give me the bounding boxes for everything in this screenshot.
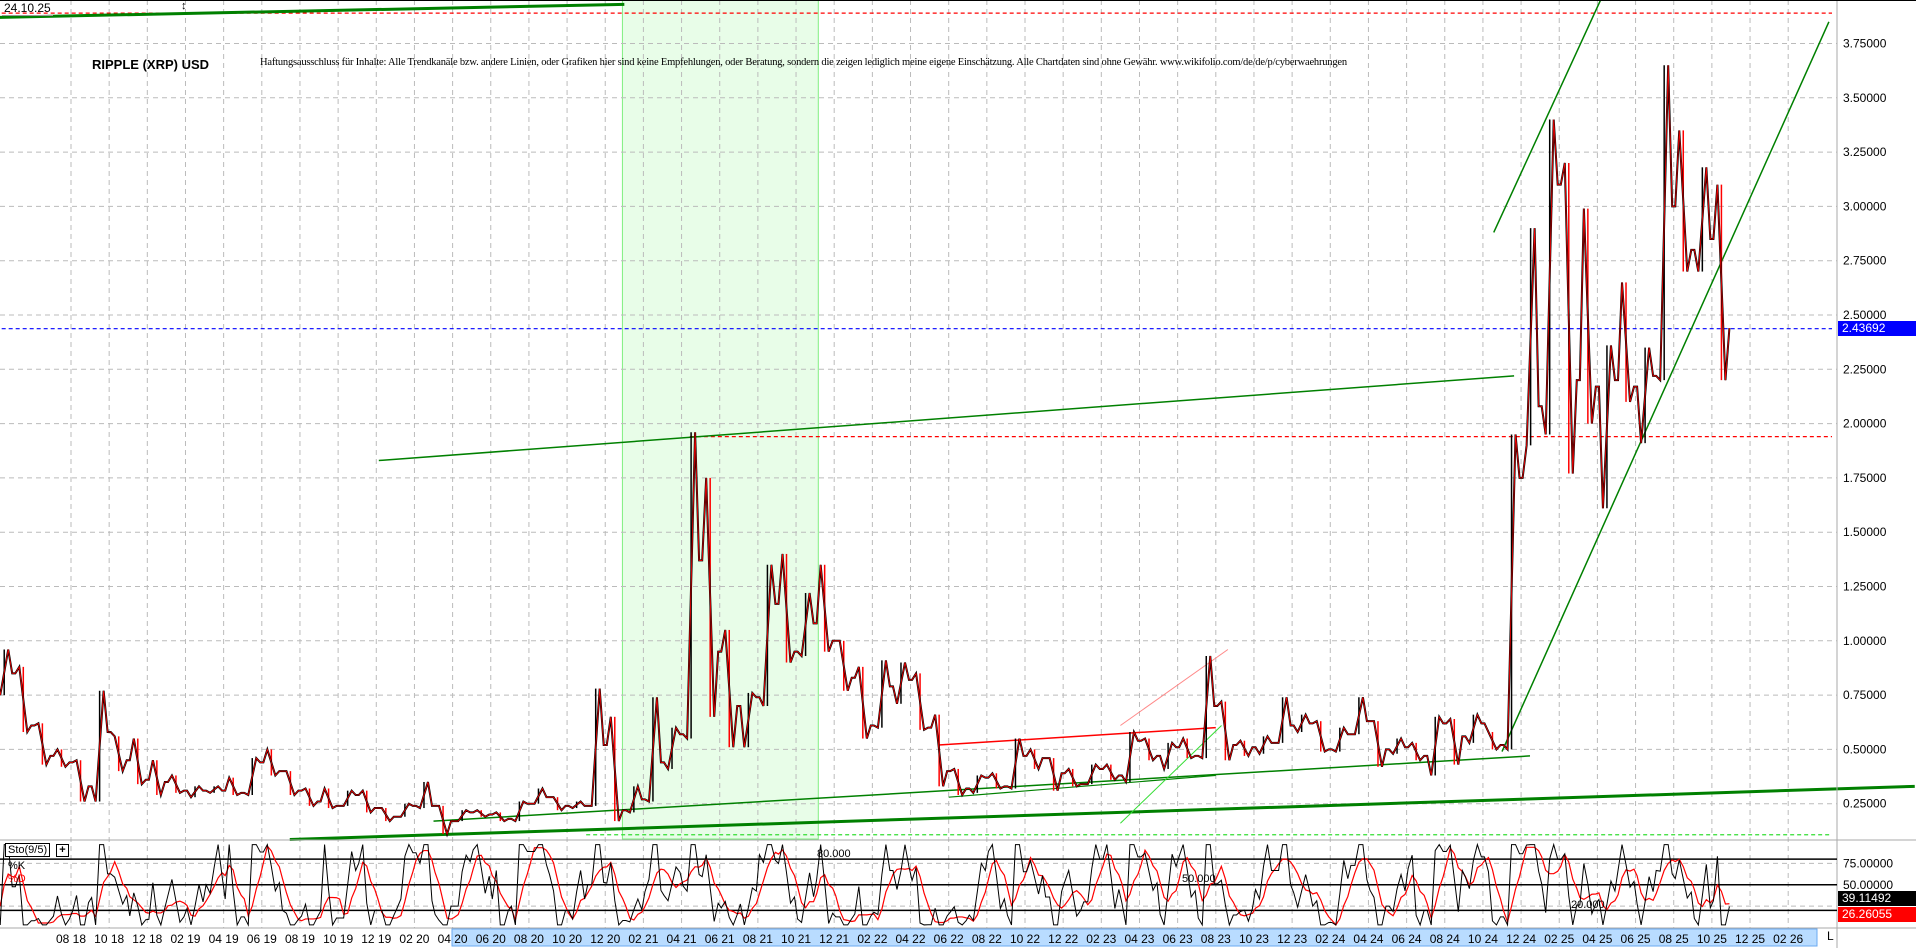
time-tick-label: 08 24 [1430, 932, 1460, 946]
time-tick-label: 02 23 [1086, 932, 1116, 946]
time-tick-label: 06 24 [1392, 932, 1422, 946]
time-tick-label: 12 23 [1277, 932, 1307, 946]
trendline [378, 375, 1515, 462]
time-axis-selection [451, 928, 1818, 947]
stoch-d-line [0, 844, 1730, 926]
time-tick-label: 02 19 [170, 932, 200, 946]
trendline [938, 726, 1216, 746]
time-tick-label: 10 24 [1468, 932, 1498, 946]
time-tick-label: 08 18 [56, 932, 86, 946]
price-tick-label: 3.50000 [1843, 91, 1887, 105]
time-tick-label: 08 25 [1659, 932, 1689, 946]
time-tick-label: 04 21 [667, 932, 697, 946]
trendline [1493, 0, 1602, 233]
level-label-50: 50.000 [1182, 873, 1216, 885]
price-series-overlay [0, 65, 1730, 836]
time-tick-label: 02 22 [857, 932, 887, 946]
time-tick-label: 02 24 [1315, 932, 1345, 946]
time-tick-label: 12 24 [1506, 932, 1536, 946]
time-tick-label: 12 20 [590, 932, 620, 946]
time-tick-label: 12 25 [1735, 932, 1765, 946]
level-label-80: 80.000 [817, 848, 851, 860]
stoch-tick-label: 75.00000 [1843, 856, 1893, 870]
time-tick-label: 12 21 [819, 932, 849, 946]
time-tick-label: 10 18 [94, 932, 124, 946]
stoch-k-value-box: 39.11492 [1838, 891, 1916, 906]
time-tick-label: 12 18 [132, 932, 162, 946]
trendline [0, 2, 625, 19]
time-tick-label: 06 20 [476, 932, 506, 946]
time-tick-label: 06 25 [1621, 932, 1651, 946]
time-tick-label: 12 19 [361, 932, 391, 946]
price-tick-label: 2.25000 [1843, 362, 1887, 376]
highlight-zone [621, 0, 819, 840]
time-tick-label: 02 20 [399, 932, 429, 946]
time-tick-label: 08 22 [972, 932, 1002, 946]
stoch-tick-label: 50.00000 [1843, 878, 1893, 892]
time-tick-label: 04 25 [1582, 932, 1612, 946]
price-tick-label: 1.00000 [1843, 634, 1887, 648]
time-tick-label: 08 21 [743, 932, 773, 946]
time-tick-label: 04 23 [1124, 932, 1154, 946]
current-price-box: 2.43692 [1838, 321, 1916, 336]
stoch-k-line [0, 842, 1730, 927]
trendline [1501, 21, 1830, 752]
time-tick-label: 04 19 [209, 932, 239, 946]
time-tick-label: 08 20 [514, 932, 544, 946]
trendline [1120, 649, 1229, 726]
price-tick-label: 3.75000 [1843, 37, 1887, 51]
trendline [433, 755, 1531, 822]
time-tick-label: 10 22 [1010, 932, 1040, 946]
time-tick-label: 08 19 [285, 932, 315, 946]
price-tick-label: 0.75000 [1843, 688, 1887, 702]
level-label-20: 20.000 [1571, 899, 1605, 911]
price-tick-label: 3.00000 [1843, 199, 1887, 213]
cursor-date: 24.10.25 [2, 1, 53, 16]
price-tick-label: 0.50000 [1843, 742, 1887, 756]
trendline [948, 774, 1216, 798]
stochastic-indicator-label[interactable]: Sto(9/5) [5, 843, 51, 857]
price-tick-label: 1.25000 [1843, 580, 1887, 594]
time-tick-label: 10 21 [781, 932, 811, 946]
price-tick-label: 1.50000 [1843, 525, 1887, 539]
time-tick-label: 06 21 [705, 932, 735, 946]
resize-handle-icon[interactable]: ↕ [181, 0, 187, 12]
log-scale-button[interactable]: L [1827, 929, 1834, 943]
price-tick-label: 2.75000 [1843, 254, 1887, 268]
time-tick-label: 10 23 [1239, 932, 1269, 946]
price-tick-label: 0.25000 [1843, 797, 1887, 811]
time-tick-label: 12 22 [1048, 932, 1078, 946]
time-tick-label: 02 21 [628, 932, 658, 946]
legend-k: %K [8, 860, 26, 872]
time-tick-label: 04 20 [438, 932, 468, 946]
time-tick-label: 08 23 [1201, 932, 1231, 946]
time-tick-label: 02 26 [1773, 932, 1803, 946]
time-tick-label: 04 24 [1353, 932, 1383, 946]
time-tick-label: 10 25 [1697, 932, 1727, 946]
time-tick-label: 06 22 [934, 932, 964, 946]
time-tick-label: 06 23 [1163, 932, 1193, 946]
time-tick-label: 02 25 [1544, 932, 1574, 946]
trendline [289, 784, 1915, 842]
price-tick-label: 2.00000 [1843, 417, 1887, 431]
time-tick-label: 10 20 [552, 932, 582, 946]
time-tick-label: 10 19 [323, 932, 353, 946]
price-tick-label: 2.50000 [1843, 308, 1887, 322]
legend-d: %D [8, 873, 26, 885]
disclaimer-text: Haftungsausschluss für Inhalte: Alle Tre… [260, 57, 1347, 68]
chart-title: RIPPLE (XRP) USD [92, 57, 210, 72]
add-indicator-icon[interactable]: + [56, 844, 69, 857]
stoch-d-value-box: 26.26055 [1838, 907, 1916, 922]
time-tick-label: 06 19 [247, 932, 277, 946]
time-tick-label: 04 22 [896, 932, 926, 946]
trendline [1120, 725, 1222, 824]
price-tick-label: 1.75000 [1843, 471, 1887, 485]
price-tick-label: 3.25000 [1843, 145, 1887, 159]
